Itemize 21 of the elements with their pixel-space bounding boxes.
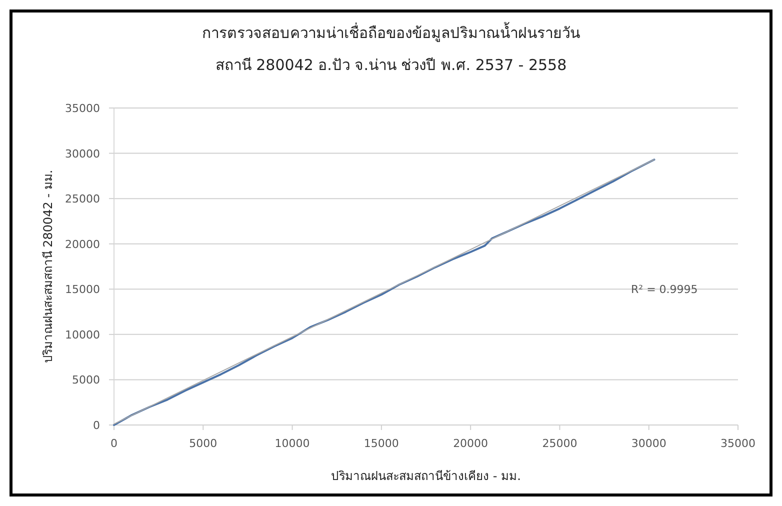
chart-title: การตรวจสอบความน่าเชื่อถือของข้อมูลปริมาณน้ำฝนรายวัน [202,22,580,42]
y-tick-label: 35000 [65,102,100,115]
y-tick-label: 20000 [65,238,100,251]
x-tick-label: 35000 [720,437,756,450]
y-tick-label: 10000 [65,328,100,342]
y-tick-label: 15000 [65,283,100,296]
y-tick-label: 30000 [65,147,100,160]
x-tick-label: 0 [110,437,118,450]
y-axis-title: ปริมาณฝนสะสมสถานี 280042 - มม. [41,170,55,364]
fit-note: R² = 0.9995 [631,283,698,296]
y-tick-label: 25000 [65,192,100,206]
x-tick-label: 25000 [542,437,578,450]
chart-subtitle: สถานี 280042 อ.ปัว จ.น่าน ช่วงปี พ.ศ. 2537 - 2558 [215,56,567,74]
x-axis-title: ปริมาณฝนสะสมสถานีข้างเคียง - มม. [331,469,521,483]
x-tick-label: 20000 [453,437,488,450]
x-tick-label: 15000 [364,437,399,450]
x-tick-label: 10000 [274,437,310,450]
y-tick-label: 5000 [72,374,100,387]
x-tick-label: 30000 [631,437,666,450]
y-tick-label: 0 [93,419,100,432]
x-tick-label: 5000 [189,437,218,450]
